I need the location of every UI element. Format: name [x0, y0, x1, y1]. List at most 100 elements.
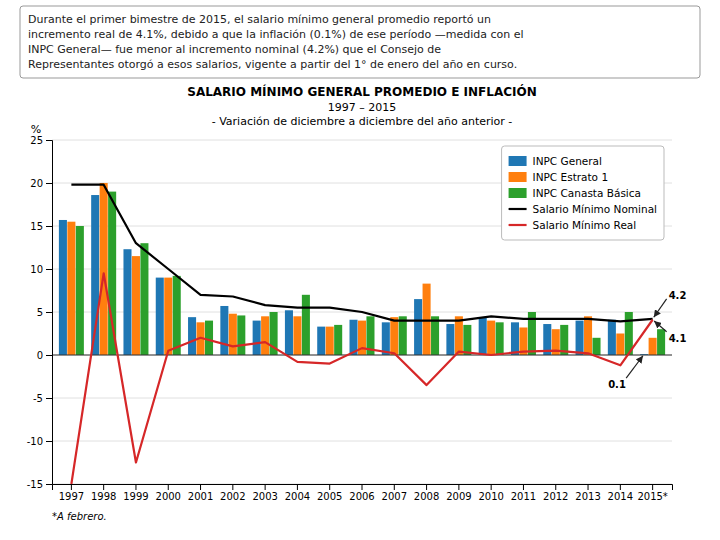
legend-label: INPC General — [533, 155, 602, 167]
x-tick: 2013 — [575, 484, 600, 502]
y-tick: -10 — [27, 436, 52, 447]
y-axis: -15-10-50510152025 — [27, 135, 53, 490]
x-tick-label: 2002 — [220, 491, 245, 502]
x-tick-label: 2009 — [446, 491, 471, 502]
x-tick-label: 2001 — [188, 491, 213, 502]
y-tick-mark — [46, 398, 52, 399]
x-axis: 1997199819992000200120022003200420052006… — [53, 484, 673, 502]
x-tick-mark — [329, 484, 330, 490]
bar — [229, 314, 237, 355]
x-tick-label: 1997 — [59, 491, 84, 502]
y-tick-mark — [46, 355, 52, 356]
x-tick-mark — [200, 484, 201, 490]
x-tick-mark — [265, 484, 266, 490]
bar — [399, 316, 407, 355]
bar — [576, 321, 584, 355]
bar — [487, 321, 495, 355]
legend-swatch — [509, 172, 527, 182]
x-tick-label: 2014 — [608, 491, 633, 502]
legend-label: INPC Canasta Básica — [533, 187, 641, 199]
title: SALARIO MÍNIMO GENERAL PROMEDIO E INFLAC… — [187, 84, 537, 99]
grid-line — [52, 355, 672, 356]
y-tick: 5 — [37, 307, 52, 318]
legend: INPC General INPC Estrato 1 INPC Canasta B… — [502, 146, 664, 240]
y-tick-mark — [46, 226, 52, 227]
bar — [455, 316, 463, 355]
header-text: INPC General— fue menor al incremento no… — [28, 43, 441, 56]
y-tick: 15 — [30, 221, 52, 232]
y-tick-label: -15 — [27, 479, 43, 490]
bar — [132, 256, 140, 355]
legend-swatch — [509, 224, 527, 226]
bar — [140, 243, 148, 355]
x-tick-label: 2010 — [478, 491, 503, 502]
x-tick-mark — [71, 484, 72, 490]
y-tick: -5 — [33, 393, 52, 404]
bar — [511, 322, 519, 355]
bar — [220, 306, 228, 355]
annotation-text: 4.2 — [669, 290, 687, 301]
grid — [52, 140, 672, 484]
annotation: 4.2 — [654, 290, 687, 317]
bar — [446, 324, 454, 355]
bar — [156, 278, 164, 355]
annotation-text: 4.1 — [669, 333, 687, 344]
x-tick: 2006 — [349, 484, 374, 502]
zero-line — [52, 355, 672, 356]
bar — [76, 226, 84, 355]
annotation: 0.1 — [608, 356, 643, 390]
x-tick: 2012 — [543, 484, 568, 502]
bar — [431, 316, 439, 355]
bar — [67, 222, 75, 355]
bar — [592, 338, 600, 355]
x-tick: 2003 — [252, 484, 277, 502]
bar — [59, 220, 67, 355]
bar — [382, 322, 390, 355]
annotation-text: 0.1 — [608, 379, 626, 390]
bar — [285, 310, 293, 355]
x-tick: 2007 — [382, 484, 407, 502]
x-tick: 2014 — [608, 484, 633, 502]
x-tick: 2000 — [156, 484, 181, 502]
x-tick-label: 2006 — [349, 491, 374, 502]
x-tick-label: 2007 — [382, 491, 407, 502]
x-tick-mark — [362, 484, 363, 490]
bar-series — [59, 195, 648, 355]
x-tick: 1998 — [91, 484, 116, 502]
bar — [616, 334, 624, 356]
y-tick: 10 — [30, 264, 52, 275]
x-tick-label: 1998 — [91, 491, 116, 502]
legend-swatch — [509, 156, 527, 166]
footnote: *A febrero. — [52, 511, 107, 522]
x-tick: 1999 — [123, 484, 148, 502]
legend-label: INPC Estrato 1 — [533, 171, 608, 183]
x-tick: 2005 — [317, 484, 342, 502]
bar — [317, 327, 325, 355]
x-tick-mark — [491, 484, 492, 490]
x-tick: 2002 — [220, 484, 245, 502]
y-tick-label: 5 — [37, 307, 43, 318]
bar — [479, 317, 487, 355]
x-tick-mark — [458, 484, 459, 490]
legend-label: Salario Mínimo Nominal — [533, 203, 657, 215]
x-tick-mark — [620, 484, 621, 490]
legend-label: Salario Mínimo Real — [533, 219, 637, 231]
bar — [261, 316, 269, 355]
bar — [649, 338, 657, 355]
x-tick: 2008 — [414, 484, 439, 502]
subtitle: 1997 – 2015 — [328, 101, 396, 114]
y-tick: 0 — [37, 350, 52, 361]
subtitle: - Variación de diciembre a diciembre del… — [212, 115, 513, 128]
x-tick: 2011 — [511, 484, 536, 502]
bar — [108, 192, 116, 355]
x-tick: 2009 — [446, 484, 471, 502]
annotation-arrow — [626, 356, 643, 378]
x-tick: 2015* — [637, 484, 667, 502]
x-tick-label: 2003 — [252, 491, 277, 502]
axis-line — [53, 485, 673, 491]
plot-area — [52, 183, 672, 484]
bar — [390, 317, 398, 355]
y-tick-label: -5 — [33, 393, 43, 404]
y-tick: 25 — [30, 135, 52, 146]
x-tick-label: 1999 — [123, 491, 148, 502]
